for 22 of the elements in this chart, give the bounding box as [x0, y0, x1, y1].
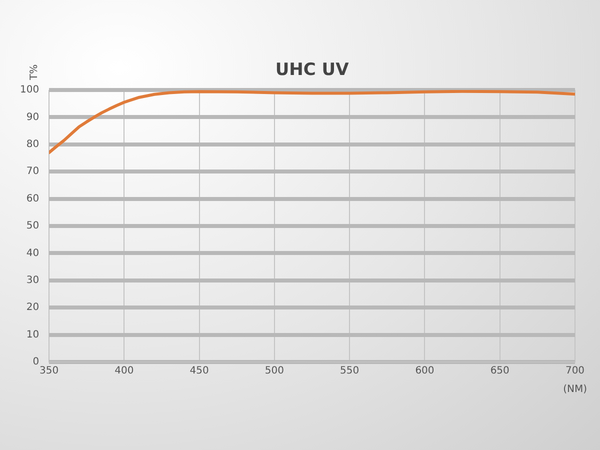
x-axis-title: (NM)	[563, 384, 588, 395]
y-axis-title: T%	[29, 64, 40, 81]
x-tick-label: 450	[190, 366, 209, 377]
y-tick-label: 70	[26, 166, 40, 178]
x-tick-label: 650	[490, 366, 510, 377]
y-tick-label: 80	[26, 138, 40, 150]
x-tick-label: 600	[415, 366, 434, 377]
y-tick-label: 40	[26, 248, 40, 259]
x-tick-label: 550	[340, 366, 360, 377]
chart-title: UHC UV	[275, 60, 350, 80]
x-tick-label: 700	[565, 366, 585, 377]
y-tick-label: 30	[26, 274, 40, 286]
y-tick-label: 50	[26, 220, 40, 232]
y-tick-label: 100	[20, 84, 40, 96]
y-tick-label: 20	[26, 302, 40, 314]
x-tick-label: 400	[114, 366, 134, 377]
y-tick-label: 10	[26, 329, 40, 340]
y-tick-label: 60	[26, 193, 40, 204]
x-tick-label: 350	[40, 366, 59, 377]
y-tick-label: 90	[26, 112, 40, 123]
y-tick-label: 0	[32, 356, 40, 368]
x-tick-label: 500	[264, 366, 284, 377]
